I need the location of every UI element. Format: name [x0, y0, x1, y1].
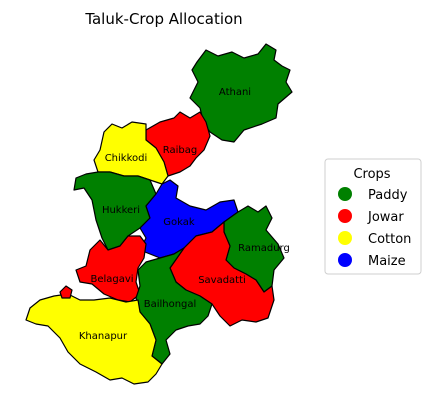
label-raibag: Raibag [163, 145, 197, 156]
legend-title: Crops [353, 167, 390, 182]
label-bailhongal: Bailhongal [144, 299, 197, 310]
label-hukkeri: Hukkeri [102, 205, 140, 216]
legend-box [324, 158, 422, 275]
map-regions [25, 43, 293, 385]
label-ramadurg: Ramadurg [238, 243, 290, 254]
region-belagavi-islet [59, 285, 73, 299]
region-khanapur[interactable] [25, 293, 163, 385]
label-khanapur: Khanapur [79, 331, 128, 342]
legend-marker-jowar [338, 209, 352, 223]
legend-marker-cotton [338, 231, 352, 245]
legend-label-cotton: Cotton [368, 232, 411, 247]
legend: Crops Paddy Jowar Cotton Maize [324, 158, 422, 275]
region-labels: Athani Raibag Chikkodi Hukkeri Gokak Ram… [79, 87, 290, 342]
map-title: Taluk-Crop Allocation [84, 10, 242, 28]
label-athani: Athani [219, 87, 251, 98]
legend-label-maize: Maize [368, 254, 406, 269]
region-chikkodi[interactable] [93, 121, 169, 185]
label-belagavi: Belagavi [90, 274, 133, 285]
legend-marker-maize [338, 253, 352, 267]
label-savadatti: Savadatti [198, 275, 246, 286]
label-chikkodi: Chikkodi [105, 153, 148, 164]
legend-label-paddy: Paddy [368, 188, 408, 203]
region-athani[interactable] [189, 43, 293, 143]
region-belagavi[interactable] [75, 235, 147, 303]
label-gokak: Gokak [163, 217, 195, 228]
legend-label-jowar: Jowar [367, 210, 404, 225]
legend-marker-paddy [338, 187, 352, 201]
